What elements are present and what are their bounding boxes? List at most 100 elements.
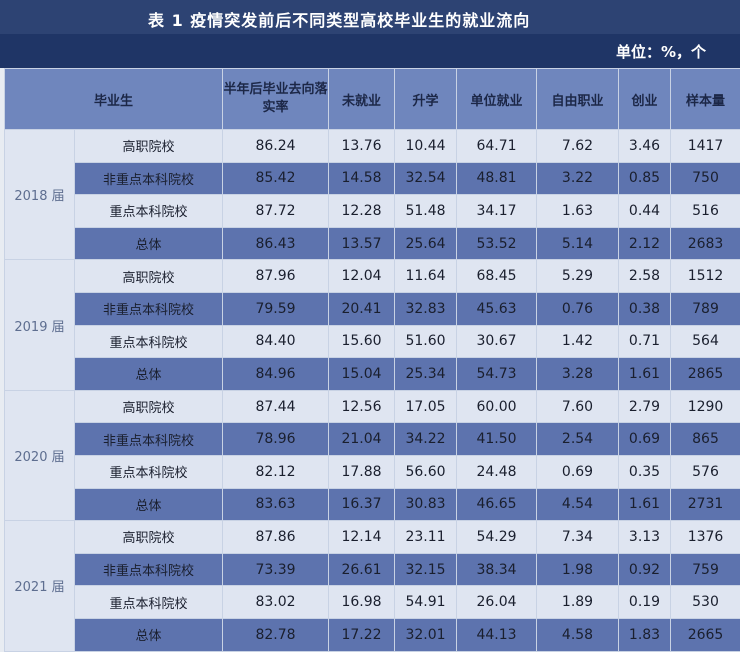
employment-table: 毕业生 半年后毕业去向落实率 未就业 升学 单位就业 自由职业 创业 样本量 2… — [4, 68, 740, 652]
year-label: 2019 届 — [5, 260, 75, 390]
header-further-study: 升学 — [395, 69, 457, 130]
cell-further-study: 10.44 — [395, 130, 457, 163]
cell-startup: 0.71 — [619, 325, 671, 358]
cell-type: 高职院校 — [75, 390, 223, 423]
cell-unemployed: 13.57 — [329, 227, 395, 260]
cell-type: 重点本科院校 — [75, 195, 223, 228]
cell-further-study: 34.22 — [395, 423, 457, 456]
cell-freelance: 3.28 — [537, 358, 619, 391]
cell-type: 非重点本科院校 — [75, 423, 223, 456]
cell-freelance: 4.54 — [537, 488, 619, 521]
header-freelance: 自由职业 — [537, 69, 619, 130]
cell-freelance: 7.62 — [537, 130, 619, 163]
cell-sample-size: 564 — [671, 325, 740, 358]
cell-unemployed: 12.04 — [329, 260, 395, 293]
cell-further-study: 51.60 — [395, 325, 457, 358]
cell-type: 非重点本科院校 — [75, 162, 223, 195]
cell-employed: 60.00 — [457, 390, 537, 423]
cell-startup: 0.38 — [619, 292, 671, 325]
cell-type: 高职院校 — [75, 260, 223, 293]
cell-type: 重点本科院校 — [75, 455, 223, 488]
cell-unemployed: 15.60 — [329, 325, 395, 358]
cell-further-study: 51.48 — [395, 195, 457, 228]
cell-placement-rate: 82.12 — [223, 455, 329, 488]
cell-employed: 53.52 — [457, 227, 537, 260]
cell-freelance: 5.14 — [537, 227, 619, 260]
cell-placement-rate: 86.43 — [223, 227, 329, 260]
cell-unemployed: 20.41 — [329, 292, 395, 325]
cell-startup: 2.79 — [619, 390, 671, 423]
cell-startup: 0.85 — [619, 162, 671, 195]
cell-employed: 54.29 — [457, 521, 537, 554]
header-row: 毕业生 半年后毕业去向落实率 未就业 升学 单位就业 自由职业 创业 样本量 — [5, 69, 740, 130]
cell-employed: 34.17 — [457, 195, 537, 228]
cell-placement-rate: 73.39 — [223, 553, 329, 586]
cell-freelance: 5.29 — [537, 260, 619, 293]
cell-employed: 24.48 — [457, 455, 537, 488]
cell-freelance: 4.58 — [537, 618, 619, 651]
cell-sample-size: 789 — [671, 292, 740, 325]
cell-sample-size: 865 — [671, 423, 740, 456]
cell-unemployed: 21.04 — [329, 423, 395, 456]
cell-sample-size: 759 — [671, 553, 740, 586]
cell-unemployed: 17.22 — [329, 618, 395, 651]
cell-unemployed: 26.61 — [329, 553, 395, 586]
cell-freelance: 2.54 — [537, 423, 619, 456]
cell-placement-rate: 86.24 — [223, 130, 329, 163]
header-employed: 单位就业 — [457, 69, 537, 130]
header-unemployed: 未就业 — [329, 69, 395, 130]
cell-further-study: 54.91 — [395, 586, 457, 619]
cell-type: 高职院校 — [75, 130, 223, 163]
cell-type: 非重点本科院校 — [75, 553, 223, 586]
cell-sample-size: 1417 — [671, 130, 740, 163]
cell-type: 重点本科院校 — [75, 586, 223, 619]
cell-placement-rate: 79.59 — [223, 292, 329, 325]
cell-placement-rate: 85.42 — [223, 162, 329, 195]
cell-employed: 68.45 — [457, 260, 537, 293]
cell-sample-size: 530 — [671, 586, 740, 619]
cell-employed: 64.71 — [457, 130, 537, 163]
cell-type: 重点本科院校 — [75, 325, 223, 358]
year-label: 2018 届 — [5, 130, 75, 260]
cell-startup: 0.69 — [619, 423, 671, 456]
cell-startup: 2.58 — [619, 260, 671, 293]
cell-employed: 41.50 — [457, 423, 537, 456]
cell-type: 总体 — [75, 358, 223, 391]
cell-unemployed: 12.56 — [329, 390, 395, 423]
cell-further-study: 11.64 — [395, 260, 457, 293]
cell-startup: 1.61 — [619, 488, 671, 521]
year-label: 2021 届 — [5, 521, 75, 651]
cell-type: 高职院校 — [75, 521, 223, 554]
cell-sample-size: 2683 — [671, 227, 740, 260]
cell-sample-size: 1376 — [671, 521, 740, 554]
cell-placement-rate: 83.63 — [223, 488, 329, 521]
cell-startup: 0.44 — [619, 195, 671, 228]
cell-employed: 26.04 — [457, 586, 537, 619]
table-title: 表 1 疫情突发前后不同类型高校毕业生的就业流向 — [148, 7, 530, 31]
cell-type: 总体 — [75, 618, 223, 651]
cell-placement-rate: 84.40 — [223, 325, 329, 358]
cell-placement-rate: 87.86 — [223, 521, 329, 554]
cell-sample-size: 2731 — [671, 488, 740, 521]
cell-startup: 3.13 — [619, 521, 671, 554]
cell-employed: 45.63 — [457, 292, 537, 325]
cell-placement-rate: 82.78 — [223, 618, 329, 651]
cell-employed: 38.34 — [457, 553, 537, 586]
cell-further-study: 25.34 — [395, 358, 457, 391]
cell-type: 总体 — [75, 488, 223, 521]
cell-further-study: 32.15 — [395, 553, 457, 586]
header-placement-rate: 半年后毕业去向落实率 — [223, 69, 329, 130]
cell-unemployed: 17.88 — [329, 455, 395, 488]
cell-employed: 48.81 — [457, 162, 537, 195]
